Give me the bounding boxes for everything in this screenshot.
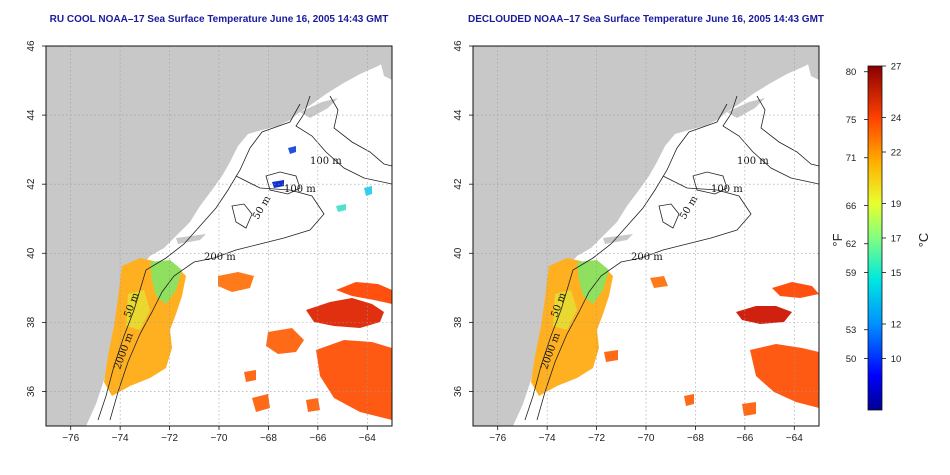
map-axes: −76 −74 −72 −70 −68 −66 −64 36 38 40 42 44 46 xyxy=(453,40,803,444)
graticule xyxy=(473,46,819,426)
x-tick-label: −66 xyxy=(309,433,326,444)
colorbar-fahrenheit-label: 75 xyxy=(846,115,857,126)
sst-patch-small-3 xyxy=(604,350,618,362)
land-mass xyxy=(46,46,392,426)
graticule xyxy=(46,46,392,426)
contour-label-100m-b: 100 m xyxy=(711,184,743,195)
sst-patch-shelf-yellow xyxy=(126,290,150,330)
sst-patch-shelf-green xyxy=(577,260,609,304)
contour-label-100m-a: 100 m xyxy=(737,156,769,167)
island-newfoundland xyxy=(807,56,819,80)
y-tick-label: 38 xyxy=(453,316,464,328)
x-tick-label: −64 xyxy=(786,433,803,444)
y-tick-label: 42 xyxy=(453,178,464,190)
colorbar-celsius-label: 17 xyxy=(891,234,902,245)
sst-patch-gulf-stream xyxy=(306,298,384,328)
colorbar-scale xyxy=(867,65,883,411)
sst-patch-shelf-green xyxy=(150,260,182,304)
colorbar-fahrenheit-label: 50 xyxy=(846,354,857,365)
contour-label-200m: 200 m xyxy=(631,252,663,263)
colorbar-celsius-label: 27 xyxy=(891,62,902,73)
sst-patch-cyan xyxy=(364,186,372,196)
y-tick-label: 40 xyxy=(453,247,464,259)
contour-label-100m-a: 100 m xyxy=(310,156,342,167)
panel-title: DECLOUDED NOAA–17 Sea Surface Temperatur… xyxy=(468,14,824,25)
x-tick-label: −66 xyxy=(736,433,753,444)
sst-patch-blue-2 xyxy=(288,146,296,154)
contour-label-200m: 200 m xyxy=(204,252,236,263)
sst-patch-east xyxy=(336,282,392,304)
y-tick-label: 42 xyxy=(26,178,37,190)
x-tick-label: −74 xyxy=(112,433,129,444)
colorbar-ticks: 10 12 15 17 19 22 24 27 50 53 59 62 66 71 75 80 xyxy=(846,62,902,365)
y-tick-label: 44 xyxy=(26,109,37,121)
colorbar: 10 12 15 17 19 22 24 27 50 53 59 62 66 71 75 80 °F °C xyxy=(830,62,931,411)
colorbar-celsius-label: 22 xyxy=(891,148,902,159)
colorbar-celsius-label: 10 xyxy=(891,354,902,365)
map-axes: −76 −74 −72 −70 −68 −66 −64 36 38 40 42 44 46 xyxy=(26,40,376,444)
x-tick-label: −68 xyxy=(687,433,704,444)
land-mass xyxy=(473,46,819,426)
sst-patch-small-2 xyxy=(306,398,320,412)
island-long-island xyxy=(176,234,206,244)
contour-label-100m-b: 100 m xyxy=(284,184,316,195)
island-nova-scotia-coast xyxy=(300,98,338,118)
x-tick-label: −68 xyxy=(260,433,277,444)
colorbar-fahrenheit-label: 66 xyxy=(846,201,857,212)
sst-patch-north xyxy=(650,276,668,288)
colorbar-fahrenheit-label: 71 xyxy=(846,153,857,164)
panel-title: RU COOL NOAA–17 Sea Surface Temperature … xyxy=(50,14,389,25)
x-tick-label: −70 xyxy=(211,433,228,444)
x-tick-label: −70 xyxy=(638,433,655,444)
y-tick-label: 38 xyxy=(26,316,37,328)
x-tick-label: −74 xyxy=(539,433,556,444)
map-area: 100 m 100 m 50 m 200 m 50 m 2000 m xyxy=(473,46,819,426)
colorbar-fahrenheit-label: 80 xyxy=(846,67,857,78)
isobath-contours xyxy=(97,95,392,421)
island-nova-scotia-coast xyxy=(727,98,765,118)
y-tick-label: 44 xyxy=(453,109,464,121)
sst-patch-small-3 xyxy=(244,370,256,382)
colorbar-celsius-label: 24 xyxy=(891,113,902,124)
x-tick-label: −64 xyxy=(359,433,376,444)
sst-patch-cyan-2 xyxy=(336,204,346,212)
x-tick-label: −76 xyxy=(489,433,506,444)
x-tick-label: −72 xyxy=(588,433,605,444)
colorbar-unit-celsius: °C xyxy=(916,233,931,248)
y-tick-label: 46 xyxy=(453,40,464,52)
colorbar-fahrenheit-label: 53 xyxy=(846,325,857,336)
sst-patch-gulf-stream xyxy=(736,306,792,324)
x-tick-label: −76 xyxy=(62,433,79,444)
y-tick-label: 36 xyxy=(453,385,464,397)
sst-patch-small-1 xyxy=(684,394,694,406)
sst-patch-shelf-yellow xyxy=(553,290,577,330)
island-newfoundland xyxy=(380,56,392,80)
island-long-island xyxy=(603,234,633,244)
isobath-contours xyxy=(524,95,819,421)
sst-patches xyxy=(104,146,392,420)
sst-patch-east xyxy=(772,282,819,298)
sst-patch-south-east xyxy=(750,344,819,408)
x-tick-label: −72 xyxy=(161,433,178,444)
map-area: 100 m 100 m 50 m 200 m 50 m 2000 m xyxy=(46,46,392,426)
sst-patch-south-east xyxy=(316,340,392,420)
colorbar-celsius-label: 19 xyxy=(891,199,902,210)
map-panel-declouded: DECLOUDED NOAA–17 Sea Surface Temperatur… xyxy=(453,14,824,444)
y-tick-label: 36 xyxy=(26,385,37,397)
colorbar-celsius-label: 12 xyxy=(891,320,902,331)
map-panel-rucool: RU COOL NOAA–17 Sea Surface Temperature … xyxy=(26,14,393,444)
colorbar-unit-fahrenheit: °F xyxy=(830,233,845,246)
sst-patch-small-2 xyxy=(742,402,756,416)
colorbar-fahrenheit-label: 59 xyxy=(846,268,857,279)
colorbar-fahrenheit-label: 62 xyxy=(846,239,857,250)
sst-patch-mid xyxy=(266,328,304,354)
y-tick-label: 46 xyxy=(26,40,37,52)
sst-patch-north xyxy=(218,272,254,292)
colorbar-celsius-label: 15 xyxy=(891,268,902,279)
sst-patches xyxy=(531,258,819,416)
y-tick-label: 40 xyxy=(26,247,37,259)
sst-patch-small-1 xyxy=(252,394,270,412)
